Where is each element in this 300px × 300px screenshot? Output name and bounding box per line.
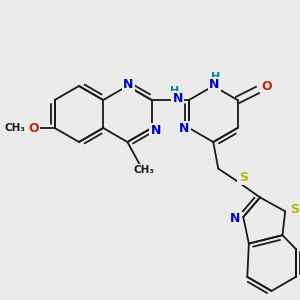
Text: N: N — [123, 77, 134, 91]
Text: S: S — [239, 171, 248, 184]
Text: CH₃: CH₃ — [134, 165, 155, 175]
Text: O: O — [261, 80, 272, 94]
Text: CH₃: CH₃ — [4, 123, 25, 133]
Text: N: N — [151, 124, 161, 137]
Text: N: N — [209, 79, 219, 92]
Text: H: H — [211, 72, 220, 82]
Text: N: N — [179, 122, 189, 136]
Text: S: S — [290, 203, 299, 216]
Text: H: H — [170, 86, 179, 96]
Text: N: N — [173, 92, 183, 106]
Text: O: O — [28, 122, 39, 134]
Text: N: N — [230, 212, 240, 224]
